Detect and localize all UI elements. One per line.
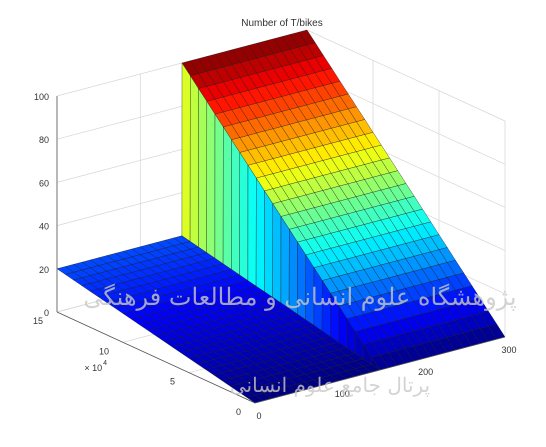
y-tick-label: 5 [170, 377, 175, 387]
surface-patch [198, 88, 207, 253]
surface-plot [56, 29, 506, 404]
z-tick-label: 40 [39, 222, 49, 232]
surface-patch [264, 190, 273, 298]
surface-patch [231, 139, 240, 276]
x-tick-label: 0 [256, 411, 261, 421]
y-multiplier-exponent: 4 [103, 360, 107, 367]
surface-patch [239, 151, 249, 281]
y-axis-line [56, 311, 256, 404]
chart-title: Number of T/bikes [241, 18, 323, 29]
surface-patch [222, 126, 232, 270]
surface-patch [189, 75, 199, 248]
surface-patch [247, 164, 257, 287]
z-tick-label: 100 [34, 92, 49, 102]
z-tick-label: 80 [39, 135, 49, 145]
tick-labels: 0 20 40 60 80 100 0 100 200 300 0 5 10 15 × 10 4 [33, 92, 517, 421]
surface-patch [214, 113, 224, 265]
watermark-line1: پژوهشگاه علوم انسانی و مطالعات فرهنگی [83, 283, 516, 311]
y-tick-label: 15 [33, 316, 43, 326]
x-tick-label: 200 [418, 367, 433, 377]
x-tick-label: 100 [335, 389, 350, 399]
x-axis-line [254, 336, 506, 404]
x-tick-label: 300 [501, 345, 516, 355]
y-multiplier-label: × 10 [84, 363, 102, 373]
watermark-line2: پرتال جامع علوم انسانی [230, 373, 430, 397]
z-tick-label: 0 [44, 308, 49, 318]
z-tick-label: 60 [39, 178, 49, 188]
axes-frame [56, 96, 506, 404]
surface-patch [255, 177, 265, 293]
surface-patch [206, 100, 216, 259]
y-tick-label: 0 [236, 407, 241, 417]
y-tick-label: 10 [99, 346, 109, 356]
surface-patch [181, 62, 191, 242]
z-tick-label: 20 [39, 265, 49, 275]
